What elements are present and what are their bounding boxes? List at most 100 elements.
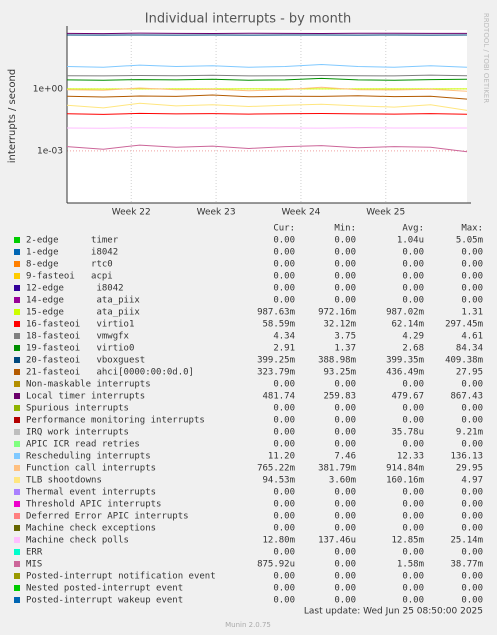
legend-swatch	[14, 357, 20, 363]
legend-label: Machine check polls	[26, 536, 129, 546]
column-header: Avg:	[402, 224, 424, 234]
legend-value: 875.92u	[257, 560, 295, 570]
legend-value: 4.29	[402, 332, 424, 342]
legend-value: 381.79m	[318, 464, 356, 474]
legend-value: 0.00	[334, 284, 356, 294]
legend-value: 12.80m	[262, 536, 295, 546]
legend-value: 0.00	[334, 416, 356, 426]
legend-value: 58.59m	[262, 320, 295, 330]
legend-value: 0.00	[334, 380, 356, 390]
legend-value: 0.00	[334, 572, 356, 582]
legend-swatch	[14, 477, 20, 483]
legend-value: 35.78u	[391, 428, 424, 438]
legend-label: 16-fasteoi virtio1	[26, 320, 134, 330]
legend-label: Non-maskable interrupts	[26, 380, 151, 390]
legend-value: 0.00	[461, 488, 483, 498]
y-tick-label: 1e-03	[37, 146, 63, 156]
legend-label: Rescheduling interrupts	[26, 452, 151, 462]
legend-value: 0.00	[273, 440, 295, 450]
legend-value: 38.77m	[450, 560, 483, 570]
plot-area	[67, 30, 467, 203]
legend-value: 2.68	[402, 344, 424, 354]
legend-value: 0.00	[461, 380, 483, 390]
legend-value: 0.00	[273, 404, 295, 414]
legend-value: 0.00	[402, 512, 424, 522]
legend-value: 93.25m	[323, 368, 356, 378]
legend-swatch	[14, 309, 20, 315]
legend-value: 0.00	[273, 272, 295, 282]
legend-label: 1-edge i8042	[26, 248, 118, 258]
legend-label: 8-edge rtc0	[26, 260, 113, 270]
legend-value: 0.00	[334, 524, 356, 534]
chart-title: Individual interrupts - by month	[145, 12, 351, 27]
legend-value: 259.83	[323, 392, 356, 402]
legend-value: 0.00	[273, 428, 295, 438]
legend-value: 297.45m	[445, 320, 483, 330]
legend-label: Machine check exceptions	[26, 524, 156, 534]
legend-swatch	[14, 261, 20, 267]
legend-label: Posted-interrupt wakeup event	[26, 596, 183, 606]
legend-label: 20-fasteoi vboxguest	[26, 356, 145, 366]
legend-label: 19-fasteoi virtio0	[26, 344, 134, 354]
legend-value: 2.91	[273, 344, 295, 354]
legend-value: 0.00	[273, 596, 295, 606]
legend-value: 27.95	[456, 368, 483, 378]
legend-value: 0.00	[402, 272, 424, 282]
x-tick-label: Week 25	[366, 208, 405, 218]
column-header: Max:	[461, 224, 483, 234]
legend-value: 0.00	[334, 404, 356, 414]
legend-swatch	[14, 273, 20, 279]
legend-value: 0.00	[402, 488, 424, 498]
legend-label: Performance monitoring interrupts	[26, 416, 205, 426]
legend-label: Function call interrupts	[26, 464, 156, 474]
legend-value: 0.00	[461, 248, 483, 258]
legend-swatch	[14, 249, 20, 255]
legend-value: 0.00	[334, 428, 356, 438]
legend-value: 0.00	[273, 236, 295, 246]
legend-value: 0.00	[402, 404, 424, 414]
legend-swatch	[14, 345, 20, 351]
legend-value: 0.00	[334, 260, 356, 270]
legend-value: 0.00	[402, 584, 424, 594]
legend-label: TLB shootdowns	[26, 476, 102, 486]
legend-label: APIC ICR read retries	[26, 440, 140, 450]
last-update: Last update: Wed Jun 25 08:50:00 2025	[304, 607, 483, 617]
legend-swatch	[14, 417, 20, 423]
legend-label: 21-fasteoi ahci[0000:00:0d.0]	[26, 368, 194, 378]
legend-label: Thermal event interrupts	[26, 488, 156, 498]
legend-value: 0.00	[402, 572, 424, 582]
legend-value: 0.00	[273, 548, 295, 558]
series-line	[66, 63, 468, 68]
legend-label: 15-edge ata_piix	[26, 308, 140, 318]
legend-value: 0.00	[461, 572, 483, 582]
legend-swatch	[14, 489, 20, 495]
legend-value: 0.00	[461, 260, 483, 270]
legend-value: 0.00	[461, 596, 483, 606]
legend-value: 3.75	[334, 332, 356, 342]
side-text: RRDTOOL / TOBI OETIKER	[482, 13, 490, 103]
legend-swatch	[14, 393, 20, 399]
legend-value: 409.38m	[445, 356, 483, 366]
legend-label: 2-edge timer	[26, 236, 119, 246]
legend-swatch	[14, 405, 20, 411]
legend-swatch	[14, 585, 20, 591]
legend-value: 11.20	[268, 452, 295, 462]
legend-value: 0.00	[334, 488, 356, 498]
legend-value: 1.04u	[397, 236, 424, 246]
legend-label: 18-fasteoi vmwgfx	[26, 332, 130, 342]
legend-value: 32.12m	[323, 320, 356, 330]
series-line	[66, 77, 468, 81]
legend-value: 62.14m	[391, 320, 424, 330]
legend-value: 0.00	[334, 560, 356, 570]
legend-value: 0.00	[273, 260, 295, 270]
legend-value: 987.63m	[257, 308, 295, 318]
legend-value: 0.00	[273, 512, 295, 522]
series-line	[66, 144, 468, 153]
legend-value: 136.13	[450, 452, 483, 462]
legend-value: 9.21m	[456, 428, 483, 438]
legend-value: 0.00	[461, 416, 483, 426]
legend-value: 0.00	[402, 296, 424, 306]
legend-label: Posted-interrupt notification event	[26, 572, 216, 582]
legend-value: 436.49m	[386, 368, 424, 378]
